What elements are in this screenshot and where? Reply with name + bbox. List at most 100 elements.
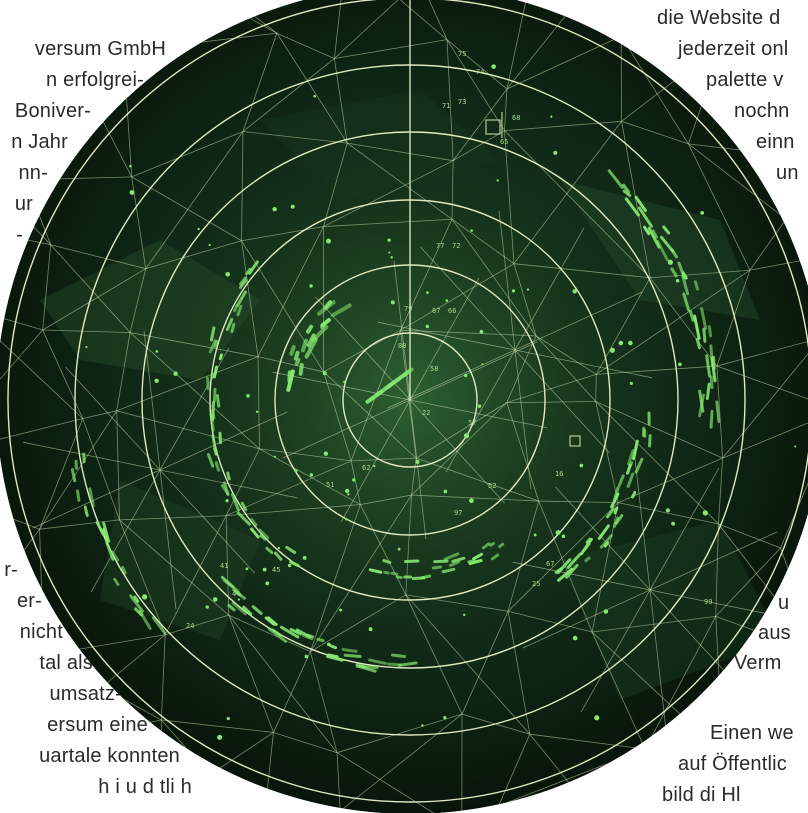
grid-line (282, 399, 411, 459)
echo-mark (634, 195, 647, 213)
grid-line (790, 0, 808, 75)
grid-line (718, 523, 781, 549)
grid-line (339, 713, 463, 812)
echo-mark (670, 248, 678, 259)
grid-line (347, 142, 454, 162)
grid-line (513, 263, 651, 279)
echo-mark (395, 374, 405, 382)
echo-mark (133, 595, 140, 603)
grid-line (377, 321, 516, 351)
grid-line (32, 469, 161, 529)
grid-line (241, 131, 244, 241)
echo-dot (155, 350, 159, 353)
grid-line (241, 240, 259, 357)
echo-mark (712, 355, 716, 371)
grid-line (415, 457, 539, 502)
echo-mark (643, 225, 651, 236)
grid-line (504, 130, 651, 279)
echo-dot (255, 410, 259, 414)
echo-mark (390, 571, 399, 576)
grid-line (65, 366, 161, 471)
echo-dot (225, 499, 229, 503)
echo-mark (431, 565, 443, 570)
grid-line (522, 589, 651, 649)
echo-mark (341, 647, 358, 653)
grid-line (618, 457, 723, 504)
left-text-line: versum GmbH (34, 38, 166, 60)
grid-line (131, 176, 242, 242)
target-labels: 75 74 71 73 65 68 77 72 79 67 66 80 58 5… (186, 50, 712, 630)
grid-line (131, 176, 147, 269)
echo-dot (479, 329, 484, 334)
target-label: 75 (458, 50, 466, 58)
target-label: 71 (442, 102, 450, 110)
echo-mark (677, 261, 686, 279)
right-text-line: auf Öffentlic (678, 753, 787, 775)
echo-mark (293, 350, 300, 361)
echo-mark (238, 279, 248, 289)
grid-line (715, 524, 719, 617)
left-text-line: uartale konnten (39, 745, 180, 767)
grid-line (780, 410, 808, 549)
grid-line (85, 87, 133, 178)
echo-dot (511, 289, 516, 293)
echo-mark (566, 552, 582, 569)
grid-line (323, 371, 417, 459)
target-box (485, 119, 501, 135)
range-ring (274, 264, 546, 536)
grid-line (405, 594, 531, 735)
echo-mark (215, 394, 221, 408)
echo-dot (572, 289, 577, 294)
echo-mark (715, 400, 721, 424)
grid-line (722, 409, 808, 459)
grid-line (498, 748, 646, 807)
grid-line (262, 732, 274, 813)
echo-mark (557, 567, 574, 582)
echo-mark (632, 439, 639, 461)
echo-mark (88, 487, 95, 508)
target-label: 44 (232, 590, 240, 598)
grid-line (346, 142, 453, 220)
target-label: 73 (458, 98, 466, 106)
echo-dot (225, 271, 230, 277)
echo-mark (251, 605, 263, 615)
echo-dot (390, 300, 395, 305)
grid-line (333, 58, 348, 144)
echo-dot (205, 605, 209, 609)
grid-line (731, 790, 808, 793)
grid-line (116, 410, 260, 450)
target-label: 51 (326, 481, 334, 489)
echo-mark (102, 521, 111, 543)
echo-mark (250, 527, 260, 539)
target-label: 72 (452, 242, 460, 250)
echo-dot (794, 445, 797, 448)
grid-line (160, 807, 263, 813)
echo-mark (491, 553, 500, 561)
grid-line (452, 130, 505, 162)
echo-dot (463, 373, 468, 378)
echo-mark (236, 511, 252, 526)
grid-line (336, 752, 462, 813)
echo-mark (634, 457, 644, 474)
right-text-line: die Website d (657, 7, 781, 29)
grid-line (504, 130, 515, 264)
left-text-line: n erfolgrei- (46, 69, 144, 91)
grid-line (749, 254, 808, 271)
echo-mark (670, 267, 678, 278)
grid-line (649, 589, 788, 619)
grid-line (400, 329, 537, 337)
grid-line (451, 160, 454, 220)
echo-mark (603, 541, 610, 548)
target-label: 97 (454, 509, 462, 517)
echo-mark (343, 653, 362, 658)
grid-line (446, 39, 505, 131)
grid-line (718, 458, 723, 525)
grid-line (0, 714, 29, 749)
echo-dot (208, 243, 211, 247)
echo-dot (463, 433, 470, 439)
target-label: 62 (362, 464, 370, 472)
target-label: 99 (704, 598, 712, 606)
echo-mark (688, 309, 695, 322)
grid-line (595, 401, 719, 525)
grid-line (419, 0, 448, 40)
